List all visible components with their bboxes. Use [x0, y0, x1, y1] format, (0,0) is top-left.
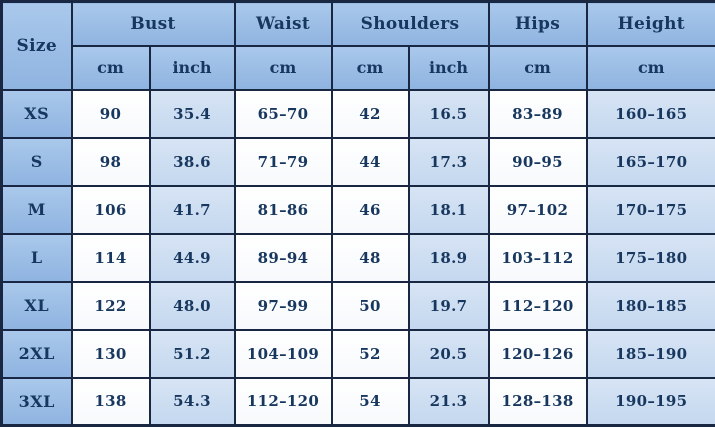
shoulders-cm-cell: 42: [330, 88, 410, 139]
bust-inch-cell: 48.0: [148, 280, 236, 331]
header-group-bust: Bust: [70, 0, 236, 47]
subheader-height-cm: cm: [585, 44, 715, 91]
bust-cm-cell: 130: [70, 328, 151, 379]
height-cm-cell: 175–180: [585, 232, 715, 283]
bust-inch-cell: 54.3: [148, 376, 236, 427]
bust-inch-cell: 38.6: [148, 136, 236, 187]
shoulders-inch-cell: 18.9: [407, 232, 490, 283]
bust-inch-cell: 35.4: [148, 88, 236, 139]
shoulders-cm-cell: 50: [330, 280, 410, 331]
shoulders-cm-cell: 44: [330, 136, 410, 187]
shoulders-cm-cell: 48: [330, 232, 410, 283]
waist-cm-cell: 81–86: [233, 184, 333, 235]
waist-cm-cell: 89–94: [233, 232, 333, 283]
table-row: XS 90 35.4 65–70 42 16.5 83–89 160–165: [0, 88, 715, 139]
subheader-bust-cm: cm: [70, 44, 151, 91]
subheader-shoulders-cm: cm: [330, 44, 410, 91]
shoulders-inch-cell: 17.3: [407, 136, 490, 187]
shoulders-inch-cell: 16.5: [407, 88, 490, 139]
table-row: XL 122 48.0 97–99 50 19.7 112–120 180–18…: [0, 280, 715, 331]
hips-cm-cell: 97–102: [487, 184, 588, 235]
shoulders-inch-cell: 19.7: [407, 280, 490, 331]
subheader-bust-inch: inch: [148, 44, 236, 91]
header-group-waist: Waist: [233, 0, 333, 47]
size-cell: XS: [0, 88, 73, 139]
shoulders-cm-cell: 54: [330, 376, 410, 427]
shoulders-inch-cell: 21.3: [407, 376, 490, 427]
header-group-hips: Hips: [487, 0, 588, 47]
hips-cm-cell: 103–112: [487, 232, 588, 283]
height-cm-cell: 185–190: [585, 328, 715, 379]
size-cell: 2XL: [0, 328, 73, 379]
size-cell: 3XL: [0, 376, 73, 427]
size-cell: S: [0, 136, 73, 187]
waist-cm-cell: 97–99: [233, 280, 333, 331]
subheader-shoulders-inch: inch: [407, 44, 490, 91]
shoulders-cm-cell: 46: [330, 184, 410, 235]
table-row: 2XL 130 51.2 104–109 52 20.5 120–126 185…: [0, 328, 715, 379]
bust-inch-cell: 44.9: [148, 232, 236, 283]
table-row: M 106 41.7 81–86 46 18.1 97–102 170–175: [0, 184, 715, 235]
table-row: S 98 38.6 71–79 44 17.3 90–95 165–170: [0, 136, 715, 187]
bust-cm-cell: 122: [70, 280, 151, 331]
waist-cm-cell: 71–79: [233, 136, 333, 187]
hips-cm-cell: 128–138: [487, 376, 588, 427]
size-cell: XL: [0, 280, 73, 331]
hips-cm-cell: 83–89: [487, 88, 588, 139]
bust-cm-cell: 106: [70, 184, 151, 235]
height-cm-cell: 170–175: [585, 184, 715, 235]
bust-inch-cell: 51.2: [148, 328, 236, 379]
size-cell: M: [0, 184, 73, 235]
shoulders-cm-cell: 52: [330, 328, 410, 379]
table-row: L 114 44.9 89–94 48 18.9 103–112 175–180: [0, 232, 715, 283]
hips-cm-cell: 120–126: [487, 328, 588, 379]
table-row: 3XL 138 54.3 112–120 54 21.3 128–138 190…: [0, 376, 715, 427]
bust-cm-cell: 98: [70, 136, 151, 187]
subheader-waist-cm: cm: [233, 44, 333, 91]
bust-cm-cell: 138: [70, 376, 151, 427]
hips-cm-cell: 90–95: [487, 136, 588, 187]
height-cm-cell: 180–185: [585, 280, 715, 331]
size-cell: L: [0, 232, 73, 283]
height-cm-cell: 165–170: [585, 136, 715, 187]
header-size: Size: [0, 0, 73, 91]
hips-cm-cell: 112–120: [487, 280, 588, 331]
shoulders-inch-cell: 20.5: [407, 328, 490, 379]
shoulders-inch-cell: 18.1: [407, 184, 490, 235]
bust-cm-cell: 90: [70, 88, 151, 139]
waist-cm-cell: 112–120: [233, 376, 333, 427]
bust-cm-cell: 114: [70, 232, 151, 283]
waist-cm-cell: 104–109: [233, 328, 333, 379]
bust-inch-cell: 41.7: [148, 184, 236, 235]
table-body: XS 90 35.4 65–70 42 16.5 83–89 160–165 S…: [0, 88, 715, 427]
height-cm-cell: 160–165: [585, 88, 715, 139]
subheader-hips-cm: cm: [487, 44, 588, 91]
header-group-shoulders: Shoulders: [330, 0, 490, 47]
table-header: Size Bust Waist Shoulders Hips Height cm…: [0, 0, 715, 91]
waist-cm-cell: 65–70: [233, 88, 333, 139]
height-cm-cell: 190–195: [585, 376, 715, 427]
header-group-height: Height: [585, 0, 715, 47]
